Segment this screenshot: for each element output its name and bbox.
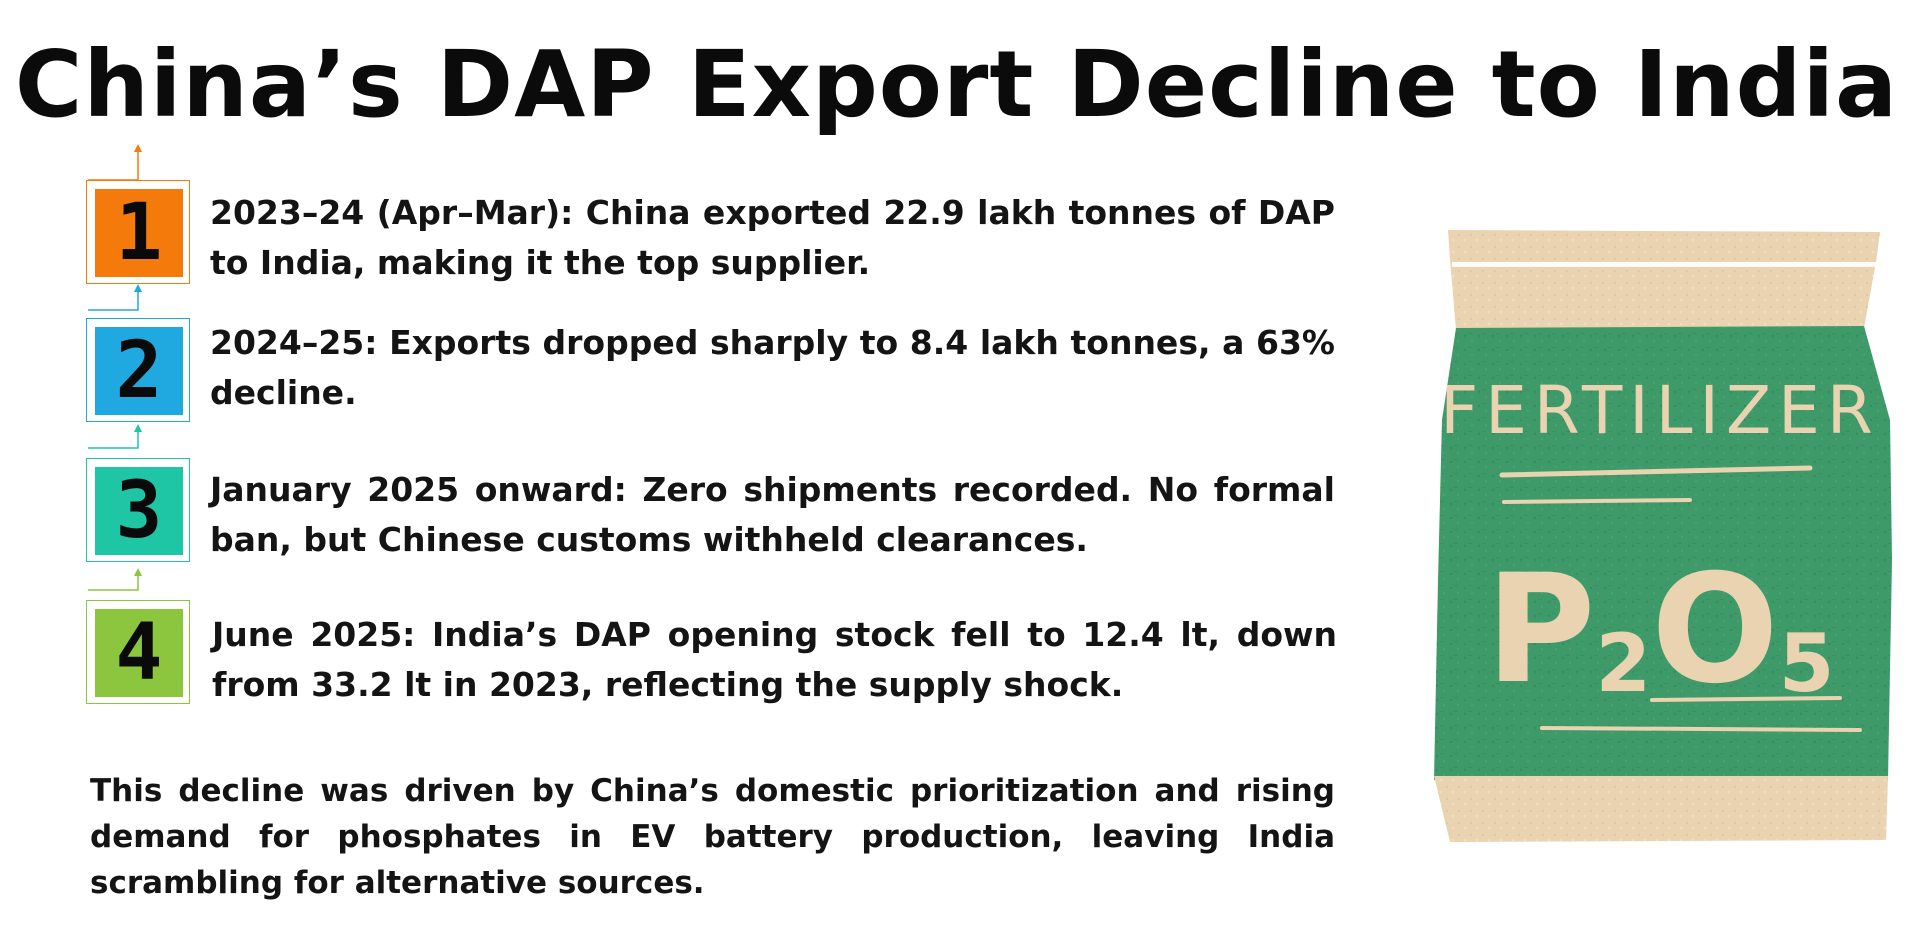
formula-p: P xyxy=(1485,543,1596,717)
step-2-badge: 2 xyxy=(95,327,183,415)
step-3-text: January 2025 onward: Zero shipments reco… xyxy=(210,470,1335,559)
page-title: China’s DAP Export Decline to India xyxy=(14,31,1899,138)
step-1-frame: 1 xyxy=(86,180,190,284)
fertilizer-bag-illustration: FERTILIZER P2O5 xyxy=(1420,220,1900,850)
fertilizer-bag-icon xyxy=(1434,230,1892,842)
step-3-badge: 3 xyxy=(95,467,183,555)
bag-formula: P2O5 xyxy=(1420,550,1900,744)
step-3-frame: 3 xyxy=(86,458,190,562)
bag-label: FERTILIZER xyxy=(1440,372,1880,449)
summary-paragraph: This decline was driven by China’s domes… xyxy=(90,773,1335,901)
step-1-badge: 1 xyxy=(95,189,183,277)
formula-o: O xyxy=(1651,543,1779,717)
step-3-number: 3 xyxy=(115,466,163,556)
step-4-number: 4 xyxy=(115,608,163,698)
step-2-text: 2024–25: Exports dropped sharply to 8.4 … xyxy=(210,323,1335,412)
step-1-number: 1 xyxy=(115,188,163,278)
formula-subscript-5: 5 xyxy=(1778,617,1835,710)
step-2-frame: 2 xyxy=(86,318,190,422)
step-2-number: 2 xyxy=(115,326,163,416)
formula-subscript-2: 2 xyxy=(1595,617,1652,710)
step-1-text: 2023–24 (Apr–Mar): China exported 22.9 l… xyxy=(210,193,1335,282)
step-4-frame: 4 xyxy=(86,600,190,704)
step-4-badge: 4 xyxy=(95,609,183,697)
step-4-text: June 2025: India’s DAP opening stock fel… xyxy=(212,615,1337,704)
